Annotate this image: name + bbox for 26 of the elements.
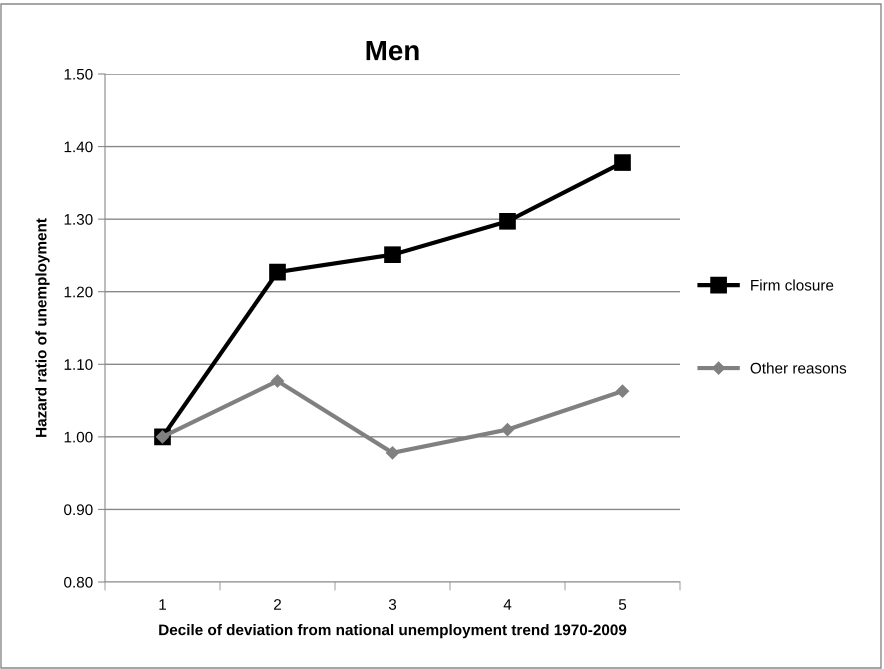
point (269, 264, 286, 280)
point (386, 446, 400, 460)
point (616, 384, 630, 398)
point (270, 374, 284, 388)
point (500, 423, 514, 436)
y-tick-label: 1.00 (64, 432, 93, 443)
x-tick-label: 5 (618, 599, 626, 610)
x-axis-title: Decile of deviation from national unemployment trend 1970-2009 (159, 624, 626, 638)
y-tick-label: 0.90 (64, 504, 93, 516)
x-tick-label: 3 (388, 599, 396, 610)
point (614, 154, 631, 171)
y-tick-label: 1.30 (64, 214, 93, 225)
y-axis-title: Hazard ratio of unemployment (35, 218, 50, 437)
y-tick-label: 1.50 (64, 68, 93, 80)
y-tick-label: 1.40 (64, 141, 93, 152)
legend-label: Other reasons (750, 362, 846, 374)
x-tick-label: 1 (159, 599, 166, 610)
y-tick-label: 1.20 (64, 286, 93, 298)
chart-title: Men (366, 41, 419, 60)
x-tick-label: 2 (274, 599, 281, 610)
point (384, 246, 401, 264)
legend-label: Firm closure (751, 279, 834, 291)
y-tick-label: 0.80 (64, 576, 93, 588)
x-tick-label: 4 (504, 599, 512, 610)
point (499, 212, 516, 230)
y-tick-label: 1.10 (64, 359, 93, 370)
